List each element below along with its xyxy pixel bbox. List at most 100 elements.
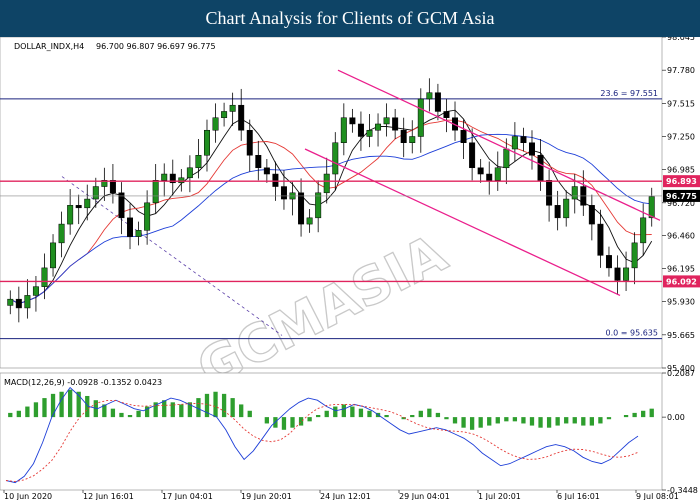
candle-body — [383, 117, 390, 125]
candle-body — [24, 295, 31, 309]
candle-body — [631, 242, 638, 269]
time-label: 6 Jul 16:01 — [557, 492, 600, 500]
time-label: 29 Jun 04:01 — [399, 492, 450, 500]
current-price-badge — [663, 189, 700, 202]
price-tick-label: 96.460 — [667, 231, 695, 240]
price-tick-label: 97.250 — [667, 132, 695, 141]
candle-body — [92, 186, 99, 200]
candle-body — [648, 196, 655, 219]
sr-badge — [663, 175, 700, 188]
macd-tick-label: 0.00 — [667, 413, 685, 422]
channel-upper-line — [337, 69, 661, 221]
price-tick-label: 95.400 — [667, 364, 695, 373]
candle-body — [623, 267, 630, 281]
current-price-badge-text: 96.775 — [666, 192, 697, 201]
candle-body — [109, 180, 116, 194]
candle-body — [349, 117, 356, 125]
candle-body — [366, 129, 373, 137]
candle-body — [571, 186, 578, 200]
candle-body — [315, 192, 322, 219]
price-tick-label: 96.195 — [667, 265, 695, 274]
candle-body — [263, 167, 270, 175]
candle-body — [614, 267, 621, 281]
candle-body — [41, 267, 48, 287]
candle-body — [50, 242, 57, 269]
time-label: 1 Jul 20:01 — [478, 492, 521, 500]
candle-body — [212, 117, 219, 131]
candle-body — [58, 223, 65, 244]
candle-body — [426, 92, 433, 100]
candle-body — [84, 198, 91, 209]
time-label: 12 Jun 16:01 — [83, 492, 134, 500]
candle-body — [75, 205, 82, 209]
candle-body — [400, 129, 407, 143]
candle-body — [144, 202, 151, 231]
candle-body — [477, 167, 484, 175]
candle-body — [195, 155, 202, 169]
candle-body — [204, 129, 210, 156]
candle-body — [375, 123, 382, 131]
macd-tick-label: 0.2087 — [667, 369, 695, 378]
ma-fast-line — [10, 109, 653, 305]
candle-body — [332, 142, 339, 175]
candle-body — [392, 117, 399, 131]
macd-signal-line — [5, 400, 639, 483]
candle-body — [554, 205, 561, 219]
candle-body — [409, 136, 416, 143]
macd-tick-label: -0.3448 — [667, 486, 698, 495]
candle-body — [152, 180, 159, 204]
candle-body — [469, 142, 476, 169]
time-label: 24 Jun 12:01 — [320, 492, 371, 500]
fib-level-label: 0.0 = 95.635 — [605, 329, 658, 338]
ohlc-label: 96.700 96.807 96.697 96.775 — [96, 42, 216, 51]
candle-body — [443, 111, 450, 118]
candle-body — [306, 217, 313, 225]
candle-body — [118, 192, 125, 219]
candle-body — [511, 136, 518, 150]
candle-body — [537, 155, 544, 181]
sr-badge — [663, 275, 700, 288]
candle-body — [417, 98, 424, 137]
price-tick-label: 97.780 — [667, 66, 695, 75]
candle-body — [434, 92, 441, 112]
candle-body — [280, 186, 287, 200]
macd-panel — [0, 372, 663, 491]
candle-body — [597, 223, 604, 256]
candle-body — [605, 255, 612, 269]
candle-body — [32, 286, 39, 296]
candle-body — [255, 155, 262, 169]
symbol-label: DOLLAR_INDX,H4 — [14, 42, 84, 51]
candle-body — [101, 180, 108, 187]
candle-body — [186, 167, 193, 179]
candle-body — [640, 217, 647, 244]
price-tick-label: 96.720 — [667, 199, 695, 208]
candle-body — [588, 205, 595, 225]
candle-body — [503, 148, 510, 169]
candle-body — [221, 111, 228, 118]
candle-body — [529, 142, 535, 156]
time-label: 17 Jun 04:01 — [162, 492, 213, 500]
ma-mid-line — [10, 119, 652, 305]
candle-body — [298, 192, 305, 225]
price-tick-label: 98.045 — [667, 37, 695, 42]
candle-body — [546, 180, 553, 206]
time-label: 19 Jun 20:01 — [241, 492, 292, 500]
macd-main-line — [5, 386, 639, 484]
sr-badge-text: 96.092 — [666, 277, 697, 286]
candle-body — [486, 173, 493, 181]
candle-body — [460, 129, 467, 143]
candle-body — [67, 205, 74, 225]
price-tick-label: 96.985 — [667, 166, 695, 175]
candle-body — [178, 177, 185, 184]
sr-badge-text: 96.893 — [666, 177, 697, 186]
price-tick-label: 95.930 — [667, 298, 695, 307]
candle-body — [246, 129, 253, 156]
candle-body — [169, 173, 176, 184]
candle-body — [563, 198, 570, 219]
candle-body — [7, 298, 14, 306]
channel-lower-line — [304, 148, 621, 297]
candle-body — [15, 298, 22, 309]
candle-body — [340, 117, 347, 143]
price-tick-label: 95.665 — [667, 331, 695, 340]
